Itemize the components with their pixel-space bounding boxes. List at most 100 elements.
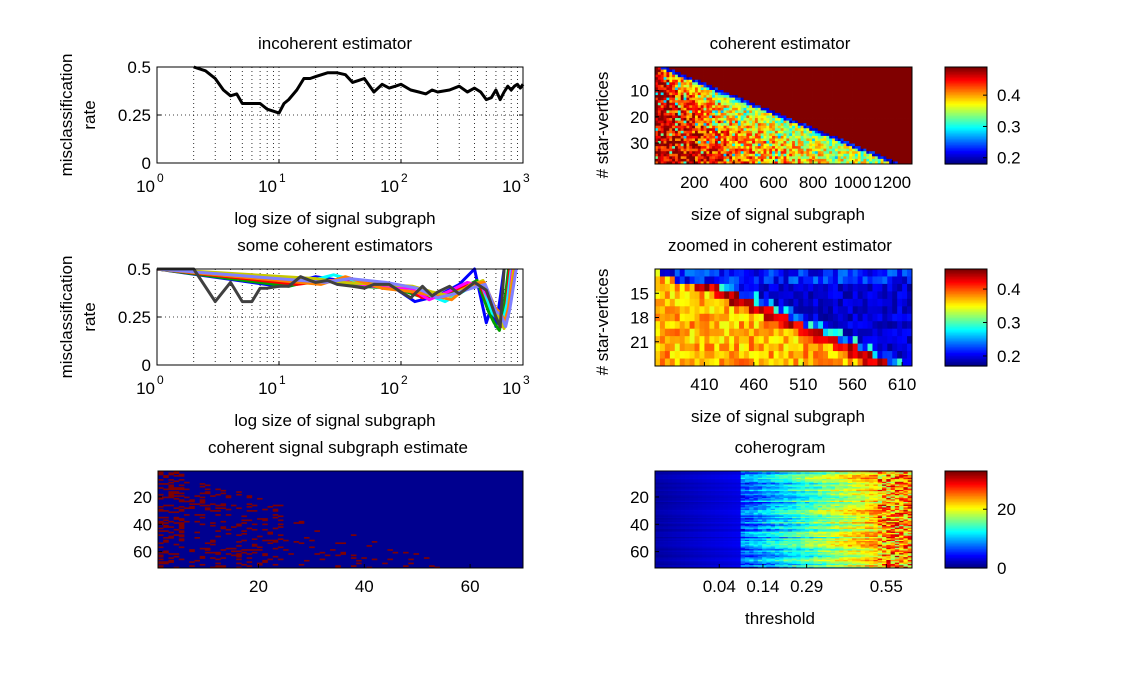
heatmap-cell [840,130,844,134]
heatmap-cell [720,110,724,114]
heatmap-cell [793,351,799,359]
heatmap-cell [889,72,893,76]
heatmap-cell [852,472,857,475]
heatmap-cell [786,158,790,162]
heatmap-cell [236,555,242,558]
heatmap-cell [797,110,802,114]
heatmap-cell [769,77,773,81]
heatmap-cell [814,120,819,124]
heatmap-cell [854,100,859,104]
heatmap-cell [692,130,696,134]
heatmap-cell [826,92,830,96]
heatmap-cell [869,79,873,83]
heatmap-cell [839,471,844,473]
heatmap-cell [723,74,727,78]
heatmap-cell [892,97,896,101]
heatmap-cell [677,67,682,70]
heatmap-cell [680,87,684,91]
heatmap-cell [677,125,682,129]
heatmap-cell [780,135,784,139]
heatmap-cell [760,148,764,152]
heatmap-cell [909,79,913,83]
heatmap-cell [655,67,659,70]
heatmap-cell [158,522,164,524]
heatmap-cell [655,135,659,139]
heatmap-cell [736,472,742,475]
heatmap-cell [820,156,824,160]
heatmap-cell [752,72,756,76]
heatmap-cell [739,336,745,345]
heatmap-cell [655,321,661,330]
heatmap-cell [257,562,263,565]
heatmap-cell [683,118,687,122]
heatmap-cell [178,499,185,501]
colorbar-cell [945,77,987,80]
heatmap-cell [832,123,836,127]
heatmap-cell [849,141,853,144]
heatmap-cell [886,151,890,155]
heatmap-cell [737,87,742,91]
heatmap-cell [900,95,904,99]
heatmap-cell [852,143,856,147]
heatmap-cell [657,72,662,76]
heatmap-cell [900,143,904,147]
heatmap-cell [737,151,742,155]
colorbar-cell [945,306,987,310]
heatmap-cell [697,97,702,101]
heatmap-cell [686,120,690,124]
heatmap-cell [758,276,765,285]
colorbar-cell [945,353,987,356]
x-tick-label-exponent: 2 [401,171,408,185]
heatmap-cell [860,161,864,165]
heatmap-cell [877,79,881,83]
heatmap-cell [680,69,684,73]
heatmap-cell [158,516,164,519]
heatmap-cell [846,153,850,157]
heatmap-cell [789,128,793,132]
heatmap-cell [840,112,844,116]
heatmap-cell [210,510,216,512]
heatmap-cell [820,95,824,99]
heatmap-cell [832,87,836,91]
heatmap-cell [754,92,759,96]
heatmap-cell [827,283,834,292]
heatmap-cell [178,539,185,542]
heatmap-cell [780,87,784,91]
heatmap-cell [789,138,793,142]
colorbar-cell [945,309,987,313]
heatmap-cell [163,561,169,563]
heatmap-cell [797,118,802,122]
heatmap-cell [677,105,682,109]
heatmap-cell [163,537,169,539]
heatmap-cell [780,69,784,73]
heatmap-cell [866,128,870,132]
heatmap-cell [843,84,847,88]
heatmap-cell [809,74,813,78]
heatmap-cell [723,128,727,132]
heatmap-cell [680,95,684,99]
heatmap-cell [664,306,671,315]
y-tick-label: 60 [133,543,152,562]
heatmap-cell [743,269,750,277]
heatmap-cell [655,84,659,88]
heatmap-cell [809,79,813,83]
heatmap-cell [225,514,232,516]
heatmap-cell [877,100,881,104]
heatmap-cell [709,158,713,162]
heatmap-cell [883,120,887,124]
heatmap-cell [717,153,722,157]
heatmap-cell [666,112,670,116]
heatmap-cell [777,100,782,104]
heatmap-cell [684,328,690,337]
heatmap-cell [854,102,859,106]
heatmap-cell [877,133,881,137]
heatmap-cell [820,138,824,142]
heatmap-cell [720,69,724,73]
heatmap-cell [720,146,724,150]
heatmap-cell [832,146,836,150]
heatmap-cell [734,276,740,285]
heatmap-cell [769,125,773,129]
heatmap-cell [823,343,829,352]
heatmap-cell [655,298,661,307]
heatmap-cell [732,79,736,83]
